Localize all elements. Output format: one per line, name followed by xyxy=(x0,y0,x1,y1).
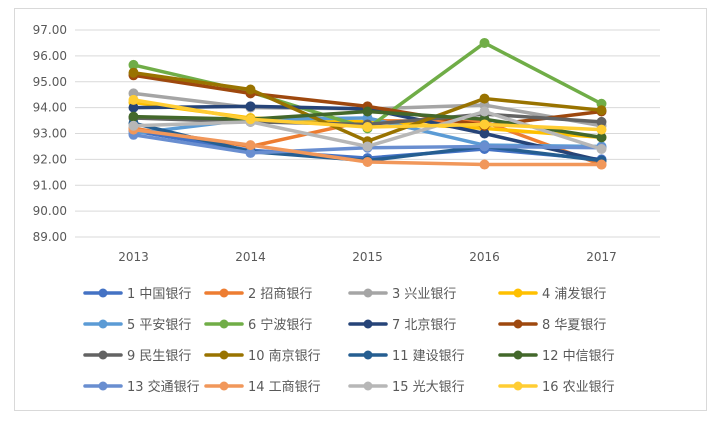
x-tick-label: 2016 xyxy=(469,250,500,264)
legend-swatch-marker xyxy=(513,350,523,360)
legend-item: 2 招商银行 xyxy=(204,287,312,302)
legend-label: 5 平安银行 xyxy=(127,318,191,333)
legend-item: 9 民生银行 xyxy=(83,349,191,364)
legend-swatch-marker xyxy=(363,319,373,329)
y-tick-label: 95.00 xyxy=(33,75,67,89)
legend-swatch-marker xyxy=(98,381,108,391)
legend-swatch-marker xyxy=(98,350,108,360)
x-tick-label: 2014 xyxy=(235,250,266,264)
legend-swatch-marker xyxy=(219,288,229,298)
data-point xyxy=(128,120,139,131)
data-point xyxy=(245,101,256,112)
x-tick-label: 2015 xyxy=(352,250,383,264)
legend-item: 15 光大银行 xyxy=(348,380,465,395)
legend-label: 1 中国银行 xyxy=(127,287,191,302)
legend-item: 14 工商银行 xyxy=(204,380,321,395)
data-point xyxy=(128,67,139,78)
series-lines xyxy=(128,37,607,170)
legend-item: 7 北京银行 xyxy=(348,318,456,333)
data-point xyxy=(362,122,373,133)
data-point xyxy=(596,144,607,155)
legend-label: 3 兴业银行 xyxy=(392,287,456,302)
legend-label: 13 交通银行 xyxy=(127,379,200,395)
series-14 xyxy=(128,124,607,170)
data-point xyxy=(479,159,490,170)
legend-swatch-marker xyxy=(219,350,229,360)
legend-label: 10 南京银行 xyxy=(248,348,321,364)
legend-label: 12 中信银行 xyxy=(542,349,615,364)
legend-label: 11 建设银行 xyxy=(392,349,465,364)
y-tick-label: 90.00 xyxy=(33,204,67,218)
legend-swatch-marker xyxy=(98,319,108,329)
legend-label: 16 农业银行 xyxy=(542,380,615,395)
data-point xyxy=(479,119,490,130)
legend-label: 7 北京银行 xyxy=(392,318,456,333)
legend: 1 中国银行 2 招商银行 3 兴业银行 4 浦发银行 5 平安银行 6 宁波银行 7 北京… xyxy=(83,286,615,395)
legend-swatch-marker xyxy=(513,288,523,298)
data-point xyxy=(362,106,373,117)
legend-swatch-marker xyxy=(363,288,373,298)
series-10 xyxy=(128,67,607,147)
legend-swatch-marker xyxy=(513,381,523,391)
legend-swatch-marker xyxy=(363,381,373,391)
data-point xyxy=(479,141,490,152)
legend-swatch-marker xyxy=(513,319,523,329)
y-tick-label: 89.00 xyxy=(33,230,67,244)
legend-label: 4 浦发银行 xyxy=(542,286,606,302)
y-axis: 89.00 90.00 91.00 92.00 93.00 94.00 95.00 96.00… xyxy=(33,23,67,244)
legend-item: 11 建设银行 xyxy=(348,349,465,364)
data-point xyxy=(479,106,490,117)
legend-swatch-marker xyxy=(98,288,108,298)
legend-item: 4 浦发银行 xyxy=(498,286,606,302)
legend-item: 10 南京银行 xyxy=(204,348,321,364)
data-point xyxy=(362,141,373,152)
y-tick-label: 96.00 xyxy=(33,49,67,63)
series-16 xyxy=(128,94,607,135)
legend-swatch-marker xyxy=(219,319,229,329)
legend-swatch-marker xyxy=(363,350,373,360)
legend-item: 1 中国银行 xyxy=(83,287,191,302)
data-point xyxy=(245,84,256,95)
legend-item: 8 华夏银行 xyxy=(498,318,606,333)
y-tick-label: 93.00 xyxy=(33,127,67,141)
data-point xyxy=(128,111,139,122)
y-tick-label: 91.00 xyxy=(33,178,67,192)
legend-item: 16 农业银行 xyxy=(498,380,615,395)
x-axis: 2013 2014 2015 2016 2017 xyxy=(118,250,617,264)
data-point xyxy=(479,37,490,48)
data-point xyxy=(596,159,607,170)
data-point xyxy=(245,114,256,125)
legend-item: 5 平安银行 xyxy=(83,318,191,333)
data-point xyxy=(362,156,373,167)
legend-label: 8 华夏银行 xyxy=(542,318,606,333)
data-point xyxy=(128,94,139,105)
data-point xyxy=(596,124,607,135)
data-point xyxy=(596,105,607,116)
x-tick-label: 2017 xyxy=(586,250,617,264)
legend-item: 12 中信银行 xyxy=(498,349,615,364)
y-tick-label: 94.00 xyxy=(33,101,67,115)
y-tick-label: 92.00 xyxy=(33,152,67,166)
data-point xyxy=(245,140,256,151)
legend-item: 3 兴业银行 xyxy=(348,287,456,302)
legend-label: 2 招商银行 xyxy=(248,287,312,302)
legend-item: 6 宁波银行 xyxy=(204,317,312,333)
legend-item: 13 交通银行 xyxy=(83,379,200,395)
legend-label: 6 宁波银行 xyxy=(248,317,312,333)
data-point xyxy=(479,93,490,104)
legend-swatch-marker xyxy=(219,381,229,391)
x-tick-label: 2013 xyxy=(118,250,149,264)
legend-label: 9 民生银行 xyxy=(127,349,191,364)
legend-label: 15 光大银行 xyxy=(392,380,465,395)
legend-label: 14 工商银行 xyxy=(248,380,321,395)
y-tick-label: 97.00 xyxy=(33,23,67,37)
